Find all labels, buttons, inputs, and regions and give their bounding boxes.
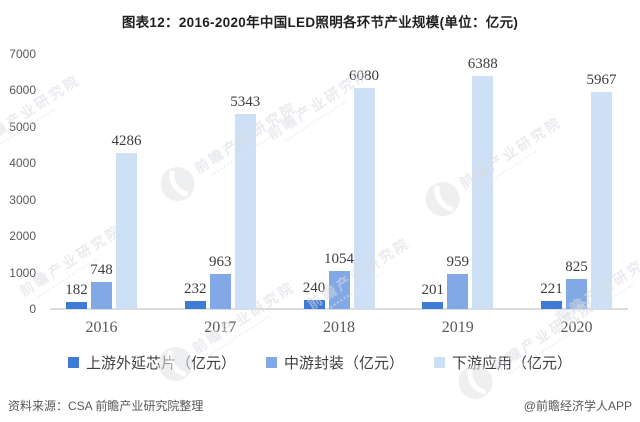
y-tick-label: 6000 bbox=[9, 83, 36, 98]
value-label: 5343 bbox=[230, 94, 261, 111]
value-label: 748 bbox=[90, 261, 113, 278]
bar-series1-2016: 182 bbox=[65, 282, 88, 309]
bars-2019: 201 959 6388 bbox=[422, 54, 498, 309]
bars-2016: 182 748 4286 bbox=[65, 54, 142, 309]
value-label: 240 bbox=[302, 280, 326, 297]
value-label: 825 bbox=[565, 258, 588, 275]
value-label: 182 bbox=[65, 282, 88, 299]
credit-note: @前瞻经济学人APP bbox=[523, 399, 632, 413]
bar-series2-2020: 825 bbox=[565, 259, 588, 309]
value-label: 4286 bbox=[111, 132, 142, 149]
value-label: 963 bbox=[209, 253, 232, 270]
y-tick-label: 1000 bbox=[9, 265, 36, 280]
legend-swatch-icon bbox=[265, 357, 277, 368]
value-label: 1054 bbox=[324, 250, 354, 267]
value-label: 6080 bbox=[349, 67, 379, 84]
bar-series1-2018: 240 bbox=[303, 280, 325, 309]
bar-series3-2017: 5343 bbox=[230, 94, 260, 309]
bar-group-2017: 232 963 5343 2017 bbox=[184, 54, 260, 337]
legend-label: 上游外延芯片（亿元） bbox=[85, 355, 236, 372]
value-label: 6388 bbox=[467, 56, 498, 73]
x-tick-label: 2019 bbox=[441, 319, 474, 336]
bar-series3-2016: 4286 bbox=[112, 133, 142, 309]
bar-series2-2018: 1054 bbox=[324, 251, 354, 309]
bar-group-2020: 221 825 5967 2020 bbox=[540, 54, 617, 337]
legend-label: 中游封装（亿元） bbox=[283, 355, 404, 372]
y-tick-label: 0 bbox=[29, 302, 36, 316]
bar-series1-2020: 221 bbox=[540, 281, 563, 309]
x-tick-label: 2020 bbox=[560, 319, 593, 336]
x-tick-label: 2017 bbox=[204, 319, 237, 336]
y-tick-label: 7000 bbox=[9, 47, 36, 61]
bar-series1-2019: 201 bbox=[422, 282, 444, 309]
bar-series1-2017: 232 bbox=[184, 281, 207, 309]
source-note: 资料来源：CSA 前瞻产业研究院整理 bbox=[8, 399, 204, 413]
bar-series2-2016: 748 bbox=[90, 262, 113, 309]
legend-swatch-icon bbox=[67, 357, 79, 368]
bar-series2-2019: 959 bbox=[447, 254, 469, 309]
legend-item-1: 上游外延芯片（亿元） bbox=[67, 352, 236, 373]
bar-group-2016: 182 748 4286 2016 bbox=[65, 54, 142, 337]
bar-group-2018: 240 1054 6080 2018 bbox=[303, 54, 379, 337]
value-label: 221 bbox=[540, 280, 563, 297]
value-label: 232 bbox=[184, 280, 207, 297]
x-tick-label: 2018 bbox=[323, 319, 355, 336]
y-axis: 0 1000 2000 3000 4000 5000 6000 7000 bbox=[0, 0, 38, 422]
value-label: 5967 bbox=[586, 71, 617, 88]
value-label: 959 bbox=[446, 254, 470, 271]
legend: 上游外延芯片（亿元） 中游封装（亿元） 下游应用（亿元） bbox=[0, 352, 640, 373]
bar-group-2019: 201 959 6388 2019 bbox=[422, 54, 498, 337]
legend-label: 下游应用（亿元） bbox=[452, 355, 573, 372]
bar-series3-2019: 6388 bbox=[468, 56, 498, 309]
x-tick-label: 2016 bbox=[85, 319, 118, 336]
y-tick-label: 2000 bbox=[9, 229, 36, 244]
legend-swatch-icon bbox=[434, 357, 445, 368]
bars-2018: 240 1054 6080 bbox=[303, 54, 379, 309]
bar-series2-2017: 963 bbox=[209, 254, 232, 309]
bars-2017: 232 963 5343 bbox=[184, 54, 260, 309]
chart-title: 图表12：2016-2020年中国LED照明各环节产业规模(单位：亿元) bbox=[121, 15, 519, 30]
legend-item-2: 中游封装（亿元） bbox=[265, 352, 404, 373]
bar-series3-2020: 5967 bbox=[587, 72, 617, 309]
y-tick-label: 3000 bbox=[9, 192, 36, 207]
plot-area: 182 748 4286 2016 232 963 5343 2017 240 1054 6080 2… bbox=[50, 54, 628, 337]
y-tick-label: 5000 bbox=[9, 119, 36, 134]
bars-2020: 221 825 5967 bbox=[540, 54, 617, 309]
bar-series3-2018: 6080 bbox=[349, 68, 379, 309]
value-label: 201 bbox=[421, 281, 445, 298]
legend-item-3: 下游应用（亿元） bbox=[434, 352, 572, 373]
x-axis-line bbox=[50, 308, 628, 310]
y-tick-label: 4000 bbox=[9, 156, 36, 171]
footer: 资料来源：CSA 前瞻产业研究院整理 @前瞻经济学人APP bbox=[8, 397, 632, 414]
